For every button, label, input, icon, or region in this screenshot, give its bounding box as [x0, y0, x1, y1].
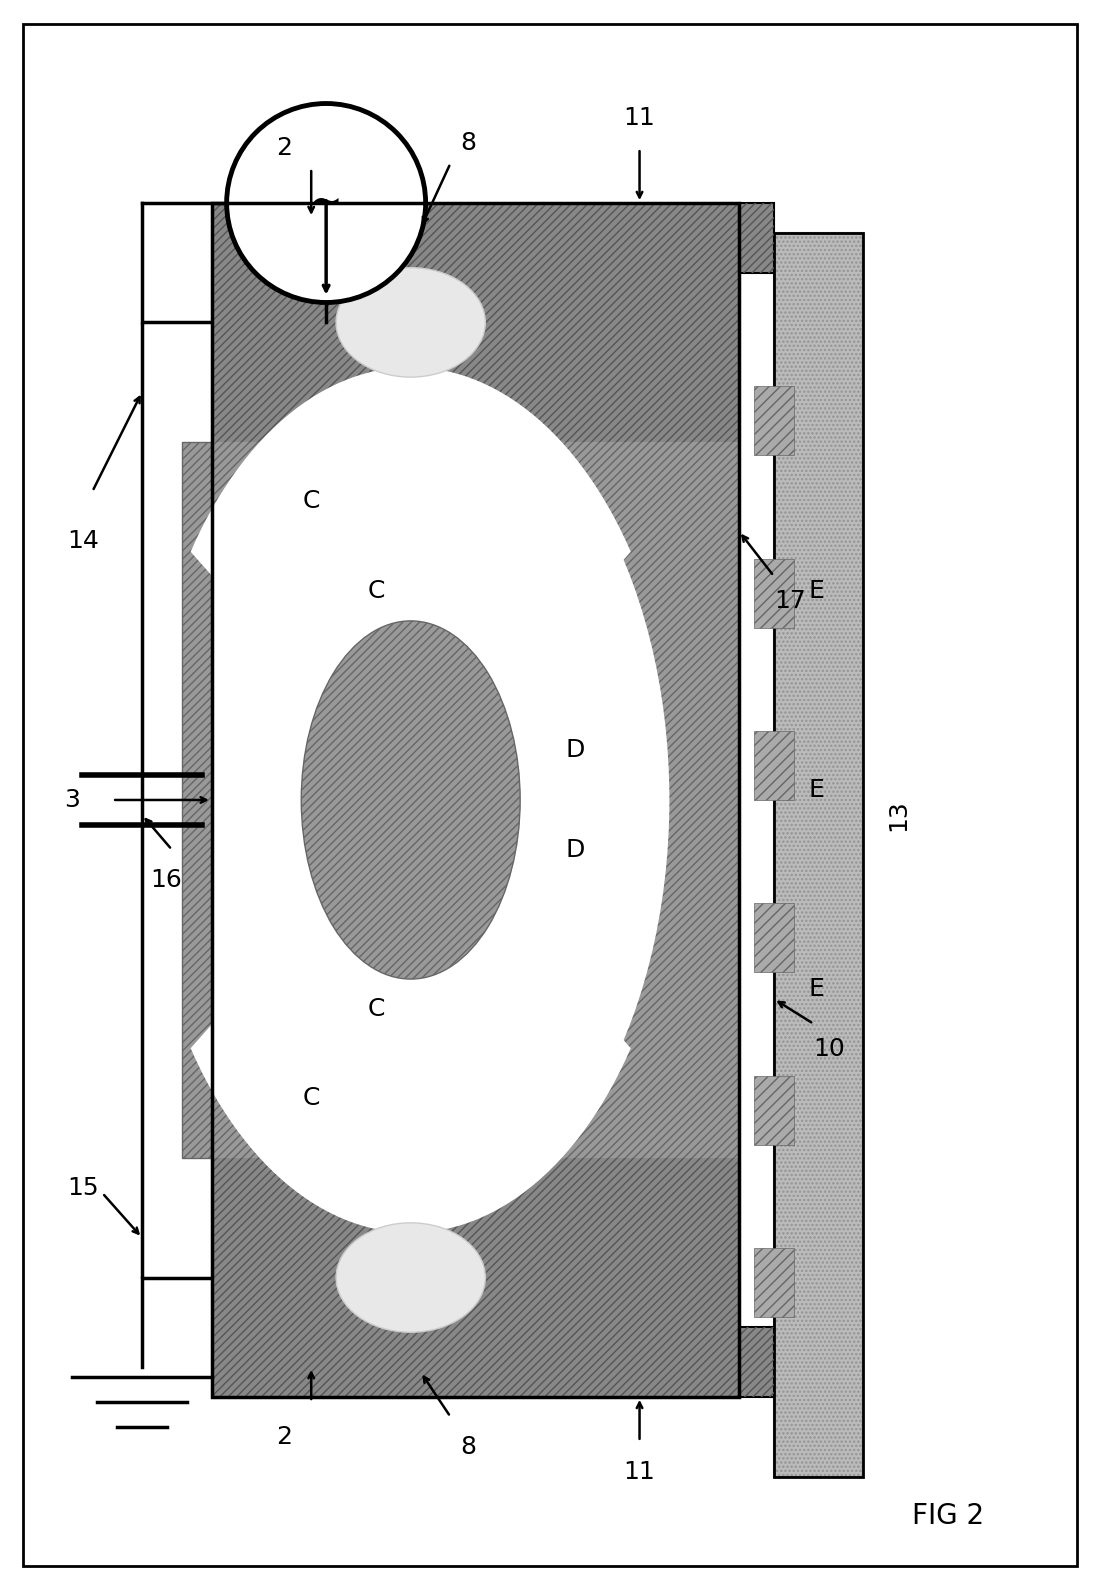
Text: E: E	[808, 579, 825, 603]
Text: 8: 8	[461, 132, 476, 156]
Bar	[211, 1158, 739, 1398]
Text: FIG 2: FIG 2	[912, 1503, 984, 1530]
Ellipse shape	[337, 267, 485, 377]
Bar	[754, 386, 794, 455]
Circle shape	[227, 103, 426, 302]
Bar	[774, 232, 864, 1477]
Ellipse shape	[337, 1223, 485, 1332]
Text: 13: 13	[887, 800, 910, 830]
Text: 2: 2	[276, 137, 293, 161]
Bar	[211, 204, 739, 1398]
Text: D: D	[565, 838, 584, 862]
Text: 11: 11	[624, 107, 656, 130]
Bar	[774, 232, 864, 1477]
Text: 15: 15	[67, 1177, 99, 1200]
Bar	[774, 232, 864, 1477]
Bar	[211, 204, 739, 442]
Text: 2: 2	[276, 1425, 293, 1448]
Bar	[754, 558, 794, 628]
Bar	[774, 232, 864, 1477]
Text: C: C	[302, 490, 320, 514]
Bar	[211, 204, 739, 442]
Text: 16: 16	[150, 868, 182, 892]
Text: E: E	[808, 976, 825, 1002]
Bar	[754, 903, 794, 973]
Text: 8: 8	[461, 1434, 476, 1458]
Bar	[211, 442, 739, 1158]
Ellipse shape	[152, 377, 670, 1223]
Text: 11: 11	[624, 1460, 656, 1483]
Bar	[211, 442, 739, 1158]
Bar	[754, 1248, 794, 1318]
Text: ~: ~	[310, 184, 342, 223]
Text: C: C	[367, 997, 385, 1021]
Bar	[739, 1328, 774, 1398]
Text: D: D	[565, 738, 584, 762]
Bar	[211, 1158, 739, 1398]
Bar	[182, 442, 211, 1158]
Text: C: C	[367, 579, 385, 603]
Polygon shape	[190, 906, 630, 1232]
Bar	[739, 204, 774, 272]
Text: E: E	[808, 778, 825, 801]
Bar	[182, 442, 211, 1158]
Polygon shape	[190, 367, 630, 695]
Bar	[754, 1076, 794, 1145]
Text: 3: 3	[65, 789, 80, 812]
Text: 14: 14	[67, 529, 99, 553]
Bar	[754, 731, 794, 800]
Text: C: C	[302, 1086, 320, 1110]
Text: 17: 17	[774, 588, 805, 614]
Text: 10: 10	[814, 1037, 846, 1061]
Bar	[739, 1328, 774, 1398]
Ellipse shape	[301, 620, 520, 979]
Bar	[739, 204, 774, 272]
